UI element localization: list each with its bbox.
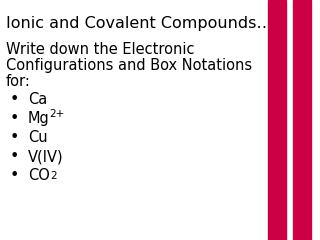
Text: CO: CO <box>28 168 50 183</box>
Text: •: • <box>10 111 20 126</box>
Text: Configurations and Box Notations: Configurations and Box Notations <box>6 58 252 73</box>
Text: Ionic and Covalent Compounds…: Ionic and Covalent Compounds… <box>6 16 273 31</box>
Text: Cu: Cu <box>28 130 48 145</box>
Text: 2: 2 <box>50 171 57 181</box>
Text: •: • <box>10 149 20 164</box>
Bar <box>268 0 286 240</box>
Text: V(IV): V(IV) <box>28 149 64 164</box>
Text: •: • <box>10 92 20 107</box>
Text: Ca: Ca <box>28 92 47 107</box>
Text: for:: for: <box>6 74 31 89</box>
Bar <box>293 0 311 240</box>
Text: 2+: 2+ <box>50 109 65 119</box>
Text: •: • <box>10 168 20 183</box>
Text: Write down the Electronic: Write down the Electronic <box>6 42 195 57</box>
Text: Mg: Mg <box>28 111 50 126</box>
Text: •: • <box>10 130 20 145</box>
